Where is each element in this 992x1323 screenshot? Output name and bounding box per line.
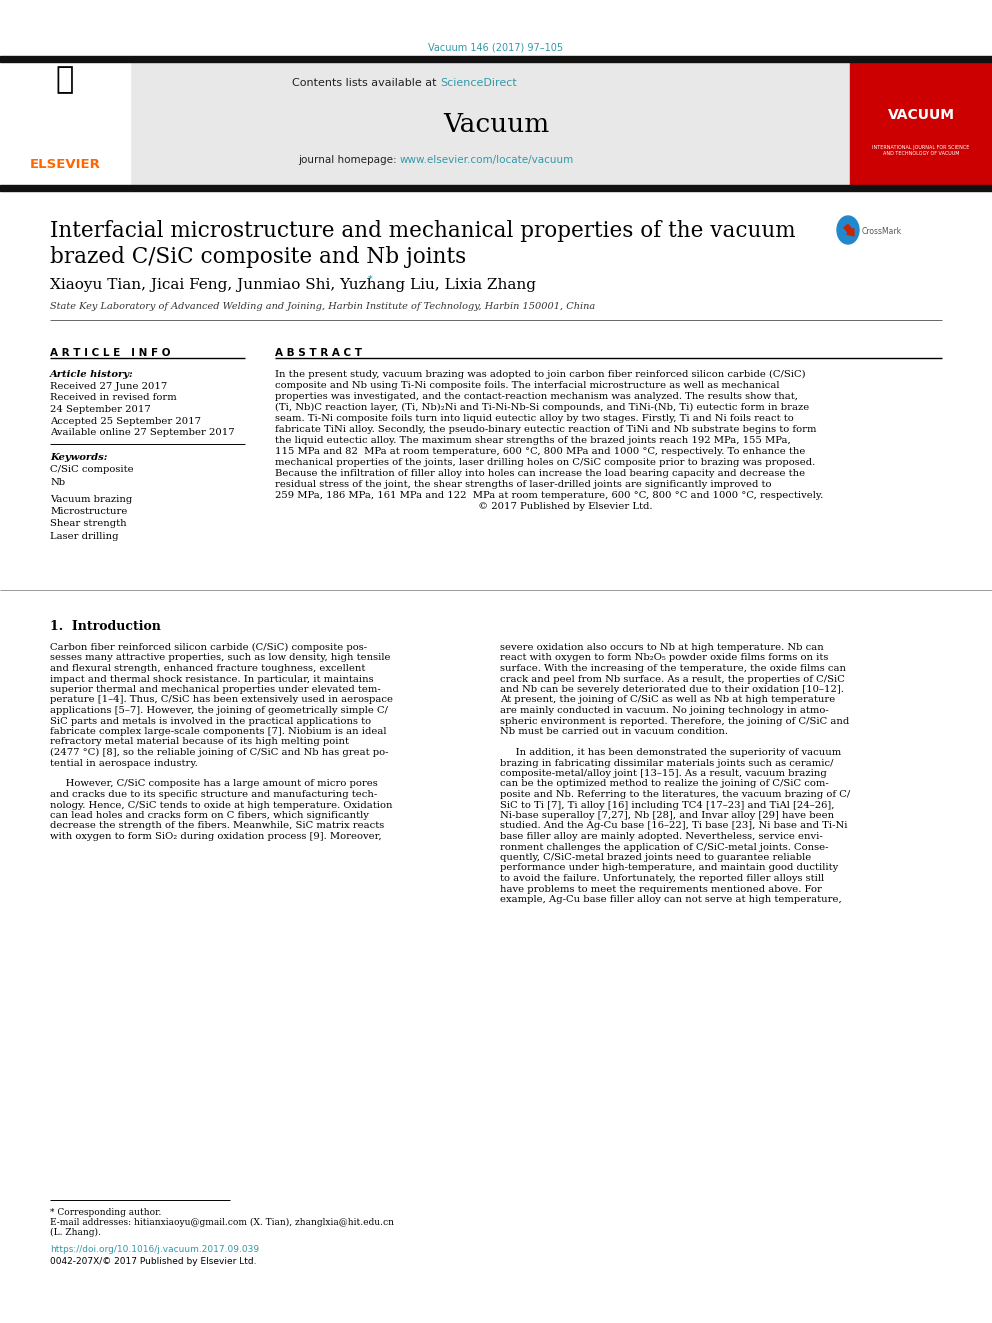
Text: have problems to meet the requirements mentioned above. For: have problems to meet the requirements m… <box>500 885 822 893</box>
Text: fabricate TiNi alloy. Secondly, the pseudo-binary eutectic reaction of TiNi and : fabricate TiNi alloy. Secondly, the pseu… <box>275 425 816 434</box>
Text: residual stress of the joint, the shear strengths of laser-drilled joints are si: residual stress of the joint, the shear … <box>275 480 772 490</box>
Text: Vacuum 146 (2017) 97–105: Vacuum 146 (2017) 97–105 <box>429 44 563 53</box>
Text: © 2017 Published by Elsevier Ltd.: © 2017 Published by Elsevier Ltd. <box>275 501 653 511</box>
Text: Vacuum brazing: Vacuum brazing <box>50 495 132 504</box>
Text: 1.  Introduction: 1. Introduction <box>50 620 161 632</box>
Text: State Key Laboratory of Advanced Welding and Joining, Harbin Institute of Techno: State Key Laboratory of Advanced Welding… <box>50 302 595 311</box>
Text: 115 MPa and 82  MPa at room temperature, 600 °C, 800 MPa and 1000 °C, respective: 115 MPa and 82 MPa at room temperature, … <box>275 447 806 456</box>
Text: journal homepage:: journal homepage: <box>299 155 400 165</box>
Text: (Ti, Nb)C reaction layer, (Ti, Nb)₂Ni and Ti-Ni-Nb-Si compounds, and TiNi-(Nb, T: (Ti, Nb)C reaction layer, (Ti, Nb)₂Ni an… <box>275 404 809 413</box>
Text: and flexural strength, enhanced fracture toughness, excellent: and flexural strength, enhanced fracture… <box>50 664 365 673</box>
Text: Shear strength: Shear strength <box>50 520 127 528</box>
Bar <box>0 56 992 62</box>
Text: brazing in fabricating dissimilar materials joints such as ceramic/: brazing in fabricating dissimilar materi… <box>500 758 833 767</box>
Text: Keywords:: Keywords: <box>50 454 107 463</box>
Text: Microstructure: Microstructure <box>50 507 127 516</box>
Text: ELSEVIER: ELSEVIER <box>30 157 100 171</box>
Text: Laser drilling: Laser drilling <box>50 532 118 541</box>
Text: SiC parts and metals is involved in the practical applications to: SiC parts and metals is involved in the … <box>50 717 371 725</box>
Bar <box>850 62 992 185</box>
Text: However, C/SiC composite has a large amount of micro pores: However, C/SiC composite has a large amo… <box>50 779 378 789</box>
Text: Xiaoyu Tian, Jicai Feng, Junmiao Shi, Yuzhang Liu, Lixia Zhang: Xiaoyu Tian, Jicai Feng, Junmiao Shi, Yu… <box>50 278 536 292</box>
Text: 🌿: 🌿 <box>56 66 74 94</box>
Text: the liquid eutectic alloy. The maximum shear strengths of the brazed joints reac: the liquid eutectic alloy. The maximum s… <box>275 437 791 445</box>
Text: (2477 °C) [8], so the reliable joining of C/SiC and Nb has great po-: (2477 °C) [8], so the reliable joining o… <box>50 747 389 757</box>
Bar <box>0 62 130 185</box>
Text: composite-metal/alloy joint [13–15]. As a result, vacuum brazing: composite-metal/alloy joint [13–15]. As … <box>500 769 826 778</box>
Text: posite and Nb. Referring to the literatures, the vacuum brazing of C/: posite and Nb. Referring to the literatu… <box>500 790 850 799</box>
Text: base filler alloy are mainly adopted. Nevertheless, service envi-: base filler alloy are mainly adopted. Ne… <box>500 832 822 841</box>
Text: spheric environment is reported. Therefore, the joining of C/SiC and: spheric environment is reported. Therefo… <box>500 717 849 725</box>
Text: Interfacial microstructure and mechanical properties of the vacuum: Interfacial microstructure and mechanica… <box>50 220 796 242</box>
Text: fabricate complex large-scale components [7]. Niobium is an ideal: fabricate complex large-scale components… <box>50 728 387 736</box>
Text: nology. Hence, C/SiC tends to oxide at high temperature. Oxidation: nology. Hence, C/SiC tends to oxide at h… <box>50 800 393 810</box>
Text: severe oxidation also occurs to Nb at high temperature. Nb can: severe oxidation also occurs to Nb at hi… <box>500 643 823 652</box>
Text: INTERNATIONAL JOURNAL FOR SCIENCE
AND TECHNOLOGY OF VACUUM: INTERNATIONAL JOURNAL FOR SCIENCE AND TE… <box>872 146 970 156</box>
Text: properties was investigated, and the contact-reaction mechanism was analyzed. Th: properties was investigated, and the con… <box>275 392 798 401</box>
Text: Available online 27 September 2017: Available online 27 September 2017 <box>50 429 235 437</box>
Bar <box>0 185 992 191</box>
Text: are mainly conducted in vacuum. No joining technology in atmo-: are mainly conducted in vacuum. No joini… <box>500 706 828 714</box>
Text: Received 27 June 2017: Received 27 June 2017 <box>50 382 168 392</box>
Text: C/SiC composite: C/SiC composite <box>50 466 134 475</box>
Text: seam. Ti-Ni composite foils turn into liquid eutectic alloy by two stages. First: seam. Ti-Ni composite foils turn into li… <box>275 414 794 423</box>
Text: crack and peel from Nb surface. As a result, the properties of C/SiC: crack and peel from Nb surface. As a res… <box>500 675 845 684</box>
Text: with oxygen to form SiO₂ during oxidation process [9]. Moreover,: with oxygen to form SiO₂ during oxidatio… <box>50 832 382 841</box>
Text: 0042-207X/© 2017 Published by Elsevier Ltd.: 0042-207X/© 2017 Published by Elsevier L… <box>50 1257 257 1266</box>
Ellipse shape <box>837 216 859 243</box>
Bar <box>130 62 850 185</box>
Text: E-mail addresses: hitianxiaoyu@gmail.com (X. Tian), zhanglxia@hit.edu.cn: E-mail addresses: hitianxiaoyu@gmail.com… <box>50 1218 394 1228</box>
Text: A B S T R A C T: A B S T R A C T <box>275 348 362 359</box>
Text: perature [1–4]. Thus, C/SiC has been extensively used in aerospace: perature [1–4]. Thus, C/SiC has been ext… <box>50 696 393 705</box>
Text: Received in revised form: Received in revised form <box>50 393 177 402</box>
Text: superior thermal and mechanical properties under elevated tem-: superior thermal and mechanical properti… <box>50 685 381 695</box>
FancyArrow shape <box>844 225 854 235</box>
Text: 259 MPa, 186 MPa, 161 MPa and 122  MPa at room temperature, 600 °C, 800 °C and 1: 259 MPa, 186 MPa, 161 MPa and 122 MPa at… <box>275 491 823 500</box>
Text: Contents lists available at: Contents lists available at <box>292 78 440 89</box>
Text: Accepted 25 September 2017: Accepted 25 September 2017 <box>50 417 201 426</box>
Text: *: * <box>368 275 373 284</box>
Text: sesses many attractive properties, such as low density, high tensile: sesses many attractive properties, such … <box>50 654 391 663</box>
Text: (L. Zhang).: (L. Zhang). <box>50 1228 101 1237</box>
Text: A R T I C L E   I N F O: A R T I C L E I N F O <box>50 348 171 359</box>
Text: Nb: Nb <box>50 478 65 487</box>
Text: At present, the joining of C/SiC as well as Nb at high temperature: At present, the joining of C/SiC as well… <box>500 696 835 705</box>
Text: studied. And the Ag-Cu base [16–22], Ti base [23], Ni base and Ti-Ni: studied. And the Ag-Cu base [16–22], Ti … <box>500 822 847 831</box>
Text: SiC to Ti [7], Ti alloy [16] including TC4 [17–23] and TiAl [24–26],: SiC to Ti [7], Ti alloy [16] including T… <box>500 800 834 810</box>
Text: In the present study, vacuum brazing was adopted to join carbon fiber reinforced: In the present study, vacuum brazing was… <box>275 370 806 380</box>
Text: performance under high-temperature, and maintain good ductility: performance under high-temperature, and … <box>500 864 838 872</box>
Text: VACUUM: VACUUM <box>888 108 954 122</box>
Text: Because the infiltration of filler alloy into holes can increase the load bearin: Because the infiltration of filler alloy… <box>275 468 806 478</box>
Text: 24 September 2017: 24 September 2017 <box>50 405 151 414</box>
Text: CrossMark: CrossMark <box>862 228 902 237</box>
Text: Carbon fiber reinforced silicon carbide (C/SiC) composite pos-: Carbon fiber reinforced silicon carbide … <box>50 643 367 652</box>
Text: can lead holes and cracks form on C fibers, which significantly: can lead holes and cracks form on C fibe… <box>50 811 369 820</box>
Text: Vacuum: Vacuum <box>442 112 550 138</box>
Text: react with oxygen to form Nb₂O₅ powder oxide films forms on its: react with oxygen to form Nb₂O₅ powder o… <box>500 654 828 663</box>
Text: ScienceDirect: ScienceDirect <box>440 78 517 89</box>
Text: Nb must be carried out in vacuum condition.: Nb must be carried out in vacuum conditi… <box>500 728 728 736</box>
Text: https://doi.org/10.1016/j.vacuum.2017.09.039: https://doi.org/10.1016/j.vacuum.2017.09… <box>50 1245 259 1254</box>
Text: impact and thermal shock resistance. In particular, it maintains: impact and thermal shock resistance. In … <box>50 675 374 684</box>
Text: In addition, it has been demonstrated the superiority of vacuum: In addition, it has been demonstrated th… <box>500 747 841 757</box>
Text: and cracks due to its specific structure and manufacturing tech-: and cracks due to its specific structure… <box>50 790 377 799</box>
Text: composite and Nb using Ti-Ni composite foils. The interfacial microstructure as : composite and Nb using Ti-Ni composite f… <box>275 381 780 390</box>
Text: mechanical properties of the joints, laser drilling holes on C/SiC composite pri: mechanical properties of the joints, las… <box>275 458 815 467</box>
Text: ronment challenges the application of C/SiC-metal joints. Conse-: ronment challenges the application of C/… <box>500 843 828 852</box>
Text: to avoid the failure. Unfortunately, the reported filler alloys still: to avoid the failure. Unfortunately, the… <box>500 875 824 882</box>
Text: Ni-base superalloy [7,27], Nb [28], and Invar alloy [29] have been: Ni-base superalloy [7,27], Nb [28], and … <box>500 811 834 820</box>
Text: brazed C/SiC composite and Nb joints: brazed C/SiC composite and Nb joints <box>50 246 466 269</box>
Text: can be the optimized method to realize the joining of C/SiC com-: can be the optimized method to realize t… <box>500 779 828 789</box>
Text: and Nb can be severely deteriorated due to their oxidation [10–12].: and Nb can be severely deteriorated due … <box>500 685 844 695</box>
Text: * Corresponding author.: * Corresponding author. <box>50 1208 162 1217</box>
Text: decrease the strength of the fibers. Meanwhile, SiC matrix reacts: decrease the strength of the fibers. Mea… <box>50 822 384 831</box>
Text: applications [5–7]. However, the joining of geometrically simple C/: applications [5–7]. However, the joining… <box>50 706 388 714</box>
Text: example, Ag-Cu base filler alloy can not serve at high temperature,: example, Ag-Cu base filler alloy can not… <box>500 894 842 904</box>
Text: Article history:: Article history: <box>50 370 134 378</box>
Text: www.elsevier.com/locate/vacuum: www.elsevier.com/locate/vacuum <box>400 155 574 165</box>
Text: tential in aerospace industry.: tential in aerospace industry. <box>50 758 197 767</box>
Text: refractory metal material because of its high melting point: refractory metal material because of its… <box>50 737 349 746</box>
Text: surface. With the increasing of the temperature, the oxide films can: surface. With the increasing of the temp… <box>500 664 846 673</box>
Text: quently, C/SiC-metal brazed joints need to guarantee reliable: quently, C/SiC-metal brazed joints need … <box>500 853 811 863</box>
